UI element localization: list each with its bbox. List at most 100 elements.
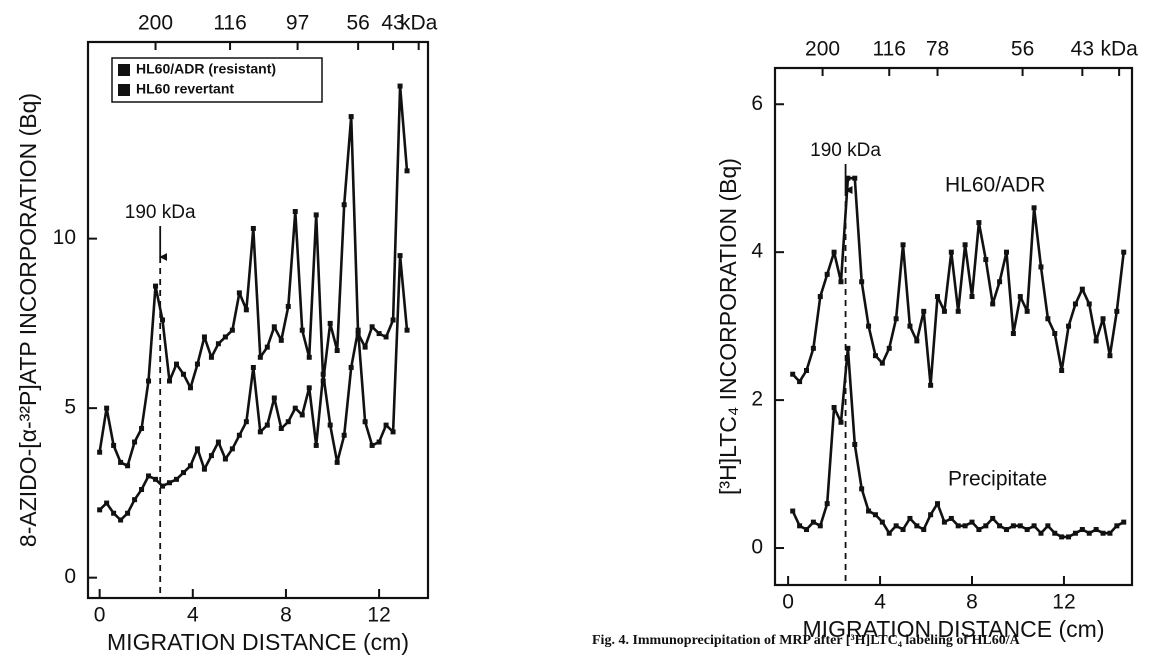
data-point [1079,286,1085,292]
data-point [97,449,103,455]
data-point [914,338,920,344]
data-point [369,324,375,330]
data-point [914,523,920,529]
data-point [299,327,305,333]
data-point [976,527,982,533]
legend-box [111,57,323,103]
data-point [390,317,396,323]
data-point [990,301,996,307]
data-point [229,446,235,452]
y-tick-label: 6 [751,92,763,115]
data-point [313,442,319,448]
y-axis-label: [³H]LTC₄ INCORPORATION (Bq) [715,158,741,495]
data-point [139,425,145,431]
data-point [97,507,103,513]
data-point [1093,338,1099,344]
data-point [1059,368,1065,374]
data-point [111,442,117,448]
data-point [125,510,131,516]
data-point [983,257,989,263]
data-point [1010,331,1016,337]
data-point [1066,323,1072,329]
data-point [831,404,837,410]
data-point [334,348,340,354]
data-point [1114,523,1120,529]
y-tick-label: 10 [53,226,76,249]
x-tick-label: 8 [280,604,292,627]
data-point [243,419,249,425]
data-point [250,364,256,370]
data-point [348,364,354,370]
top-tick-label: 200 [138,12,173,35]
top-tick-label: 43 [1071,38,1094,61]
data-point [810,345,816,351]
data-point [1107,353,1113,359]
y-tick-label: 0 [64,565,76,588]
data-point [215,439,221,445]
data-point [845,175,851,181]
data-point [278,425,284,431]
x-tick-label: 4 [187,604,199,627]
data-point [859,486,865,492]
data-point [229,327,235,333]
data-point [838,419,844,425]
data-point [1107,530,1113,536]
data-point [104,405,110,411]
data-point [879,360,885,366]
data-point [285,303,291,309]
data-point [928,512,934,518]
data-point [208,453,214,459]
data-point [1024,527,1030,533]
data-point [355,327,361,333]
data-point [1052,530,1058,536]
data-point [879,519,885,525]
data-point [1066,534,1072,540]
y-axis-label: 8-AZIDO-[α-³²P]ATP INCORPORATION (Bq) [15,93,41,547]
top-tick-label: 56 [1011,38,1034,61]
data-point [1114,308,1120,314]
data-point [187,463,193,469]
data-point [313,212,319,218]
x-axis-label: MIGRATION DISTANCE (cm) [107,629,409,655]
data-point [969,519,975,525]
data-point [236,290,242,296]
data-point [900,527,906,533]
data-point [376,331,382,337]
data-point [180,470,186,476]
data-point [208,354,214,360]
data-point [1072,530,1078,536]
data-point [962,523,968,529]
data-point [292,209,298,215]
data-point [1086,530,1092,536]
data-point [139,487,145,493]
data-point [790,508,796,514]
x-tick-label: 8 [966,591,978,614]
data-point [1093,527,1099,533]
data-point [935,501,941,507]
data-point [852,441,858,447]
data-point [397,253,403,259]
data-point [969,294,975,300]
data-point [362,419,368,425]
data-point [976,220,982,226]
plot-frame [773,66,1134,587]
y-tick-label: 2 [751,388,763,411]
data-point [928,382,934,388]
data-point [167,480,173,486]
data-point [153,476,159,482]
data-point [390,429,396,435]
data-point [1045,523,1051,529]
data-point [264,422,270,428]
data-point [1079,527,1085,533]
data-point [797,379,803,385]
top-tick-label: 97 [286,12,309,35]
data-point [327,422,333,428]
data-point [383,422,389,428]
data-point [845,345,851,351]
data-point [173,361,179,367]
data-point [146,473,152,479]
data-point [201,466,207,472]
data-point [306,385,312,391]
